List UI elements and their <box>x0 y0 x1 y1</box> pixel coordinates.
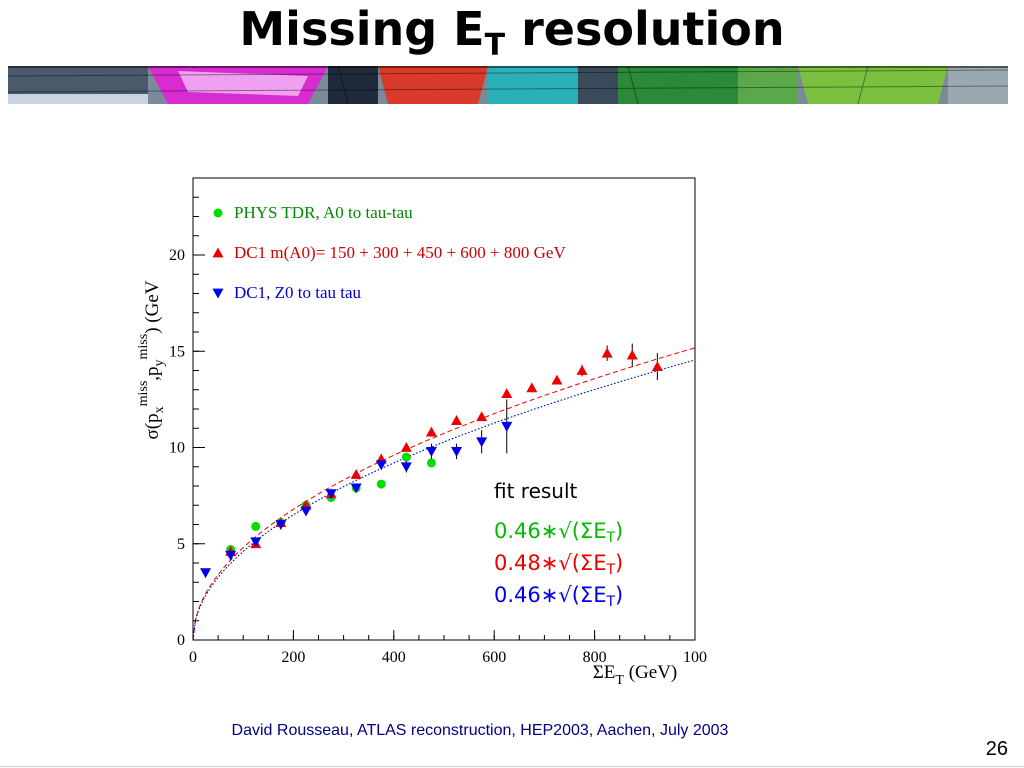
ylabel-part: ,p <box>142 366 163 380</box>
data-point <box>426 458 436 468</box>
title-rest: resolution <box>505 2 785 56</box>
data-point <box>376 479 386 489</box>
data-point <box>225 550 237 561</box>
data-point <box>300 506 312 517</box>
data-point <box>375 460 387 471</box>
y-tick-label: 10 <box>169 440 185 457</box>
data-point <box>425 426 437 437</box>
data-point <box>501 421 513 432</box>
data-point <box>501 388 513 398</box>
data-point <box>350 483 362 494</box>
ylabel-part: miss <box>136 381 151 407</box>
data-point <box>476 437 488 448</box>
legend: PHYS TDR, A0 to tau-tau DC1 m(A0)= 150 + … <box>212 203 566 302</box>
data-point <box>350 468 362 479</box>
data-point <box>400 442 412 452</box>
ylabel-part: x <box>152 406 167 413</box>
x-tick-label: 100 <box>683 649 707 666</box>
y-tick-label: 0 <box>177 632 185 649</box>
fit-result-line: 0.46∗√(ΣET) <box>494 583 623 610</box>
y-tick-label: 15 <box>169 343 185 360</box>
detector-banner-image <box>8 66 1008 104</box>
bottom-rule <box>0 766 1024 767</box>
met-resolution-chart: σ(pxmiss,pymiss) (GeV 0 200 400 600 800 10005… <box>136 177 707 688</box>
data-point <box>526 382 538 393</box>
ylabel-part: miss <box>136 334 151 360</box>
legend-label: DC1, Z0 to tau tau <box>234 283 362 302</box>
slide-footer: David Rousseau, ATLAS reconstruction, HE… <box>231 722 729 739</box>
title-subscript: T <box>484 28 506 63</box>
x-tick-label: 600 <box>482 649 506 666</box>
fit-curve <box>192 347 696 641</box>
legend-marker <box>212 247 224 258</box>
x-tick-label: 0 <box>189 649 197 666</box>
x-tick-label: 400 <box>382 649 406 666</box>
x-tick-label: 800 <box>583 649 607 666</box>
xlabel-part: (GeV) <box>624 662 677 683</box>
data-point <box>476 411 488 422</box>
ylabel-part: y <box>152 359 167 366</box>
fit-result-line: 0.48∗√(ΣET) <box>494 551 623 578</box>
data-point <box>601 347 613 358</box>
legend-label: PHYS TDR, A0 to tau-tau <box>234 203 413 222</box>
xlabel-part: ΣE <box>593 662 616 683</box>
legend-marker <box>212 288 224 299</box>
data-point <box>251 521 261 531</box>
data-point <box>401 452 411 462</box>
ylabel-part: ) (GeV <box>142 280 163 334</box>
data-point <box>651 361 663 372</box>
ylabel-part: σ(p <box>142 413 163 439</box>
y-tick-label: 5 <box>177 536 185 553</box>
data-point <box>576 365 588 375</box>
data-point <box>626 349 638 360</box>
data-point <box>551 374 563 385</box>
fit-result-title: fit result <box>494 479 578 503</box>
y-tick-label: 20 <box>169 247 185 264</box>
svg-text:σ(pxmiss,pymiss) (GeV: σ(pxmiss,pymiss) (GeV <box>136 280 167 439</box>
x-axis-label: ΣET (GeV) <box>593 662 678 688</box>
data-point <box>451 446 463 457</box>
title-main: Missing E <box>239 2 485 56</box>
data-point <box>250 537 262 548</box>
data-point <box>200 568 212 579</box>
fit-result-box: fit result 0.46∗√(ΣET) 0.48∗√(ΣET) 0.46∗√(Σ… <box>494 479 623 610</box>
legend-marker <box>213 208 223 218</box>
slide-title: Missing ET resolution <box>0 0 1024 63</box>
fit-result-line: 0.46∗√(ΣET) <box>494 519 623 546</box>
data-points <box>200 343 663 579</box>
data-point <box>425 446 437 457</box>
page-number: 26 <box>985 738 1008 760</box>
legend-label: DC1 m(A0)= 150 + 300 + 450 + 600 + 800 G… <box>234 243 566 262</box>
x-tick-label: 200 <box>281 649 305 666</box>
xlabel-part: T <box>615 673 624 688</box>
y-axis-label: σ(pxmiss,pymiss) (GeV <box>136 280 167 439</box>
data-point <box>451 415 463 425</box>
data-point <box>275 520 287 530</box>
data-point <box>325 489 337 500</box>
data-point <box>400 462 412 473</box>
